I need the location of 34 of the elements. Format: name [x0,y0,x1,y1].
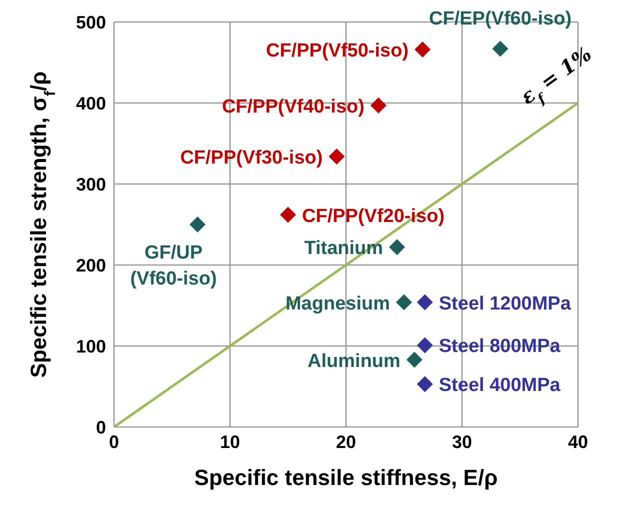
y-tick-label: 0 [96,417,106,438]
x-tick-label: 30 [452,432,472,452]
annotation: Magnesium [285,293,390,314]
point [416,376,433,392]
point [370,97,386,114]
y-tick-label: 500 [76,12,106,32]
annotation: Steel 1200MPa [438,293,572,314]
point [389,239,406,256]
x-axis-title: Specific tensile stiffness, E/ρ [194,465,498,490]
x-tick-label: 40 [568,432,588,452]
y-tick-label: 300 [76,174,106,194]
point [328,148,345,164]
x-tick-label: 10 [220,432,240,452]
point [406,352,422,368]
point [492,40,508,57]
annotation: CF/PP(Vf40-iso) [222,96,364,118]
point [414,42,431,58]
annotation: Steel 800MPa [438,336,561,358]
point [416,294,433,310]
annotation: CF/PP(Vf50-iso) [266,40,409,62]
y-tick-label: 200 [76,255,106,276]
y-tick-label: 400 [76,93,106,114]
point [416,337,433,354]
annotation: GF/UP (Vf60-iso) [130,242,217,290]
annotation: Steel 400MPa [438,375,561,396]
point [280,206,296,223]
y-tick-label: 100 [76,336,106,356]
x-tick-label: 20 [336,432,356,452]
annotation: CF/EP(Vf60-iso) [429,8,572,30]
point [396,294,412,310]
annotation: CF/PP(Vf30-iso) [180,147,323,168]
point [190,216,206,232]
x-tick-label: 0 [108,432,120,452]
annotation: Aluminum [308,350,400,372]
